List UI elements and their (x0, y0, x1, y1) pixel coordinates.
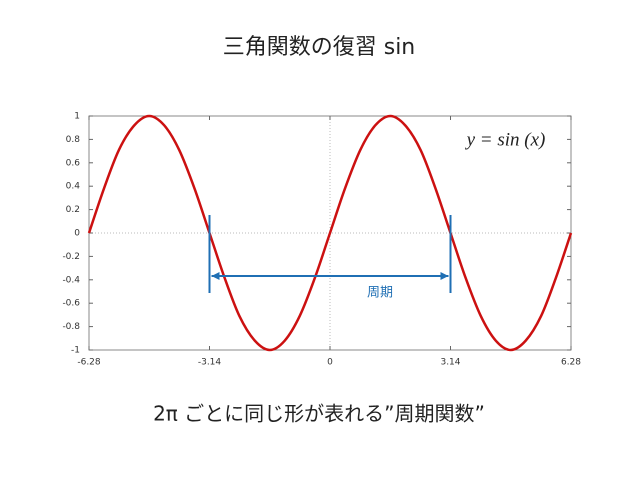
chart-title: 三角関数の復習 sin (223, 35, 416, 60)
y-tick-label: 0.6 (66, 158, 81, 168)
y-tick-label: 0.8 (66, 135, 81, 145)
x-tick-label: 3.14 (440, 358, 460, 368)
x-tick-label: 0 (327, 358, 333, 368)
y-tick-label: -0.8 (62, 322, 80, 332)
y-tick-label: 0.2 (66, 205, 80, 215)
arrow-head (211, 272, 220, 280)
y-tick-label: 0.4 (66, 182, 81, 192)
x-tick-label: 6.28 (561, 358, 581, 368)
y-tick-label: -0.4 (62, 275, 80, 285)
y-tick-label: -1 (71, 346, 80, 356)
y-tick-label: -0.2 (62, 252, 80, 262)
sine-line (87, 114, 573, 352)
period-label: 周期 (367, 286, 393, 301)
y-tick-label: 1 (74, 112, 80, 122)
x-tick-label: -3.14 (198, 358, 222, 368)
formula: y = sin (x) (465, 129, 546, 150)
caption: 2π ごとに同じ形が表れる”周期関数” (153, 402, 485, 426)
x-tick-label: -6.28 (77, 358, 101, 368)
y-tick-label: 0 (74, 229, 80, 239)
arrow-head (440, 272, 449, 280)
y-tick-label: -0.6 (62, 299, 80, 309)
